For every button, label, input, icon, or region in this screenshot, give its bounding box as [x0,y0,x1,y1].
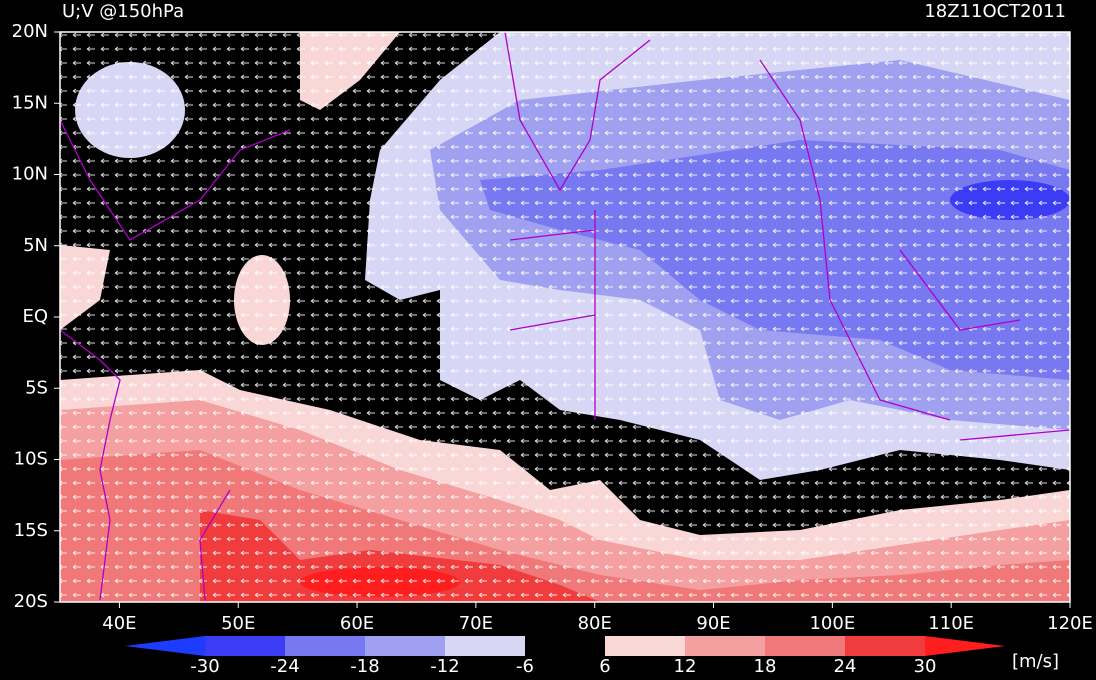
colorbar-label: -6 [516,656,534,677]
colorbar-label: -18 [350,656,379,677]
colorbar-box [685,636,765,656]
y-tick-label: 10S [14,449,48,470]
x-tick-label: 100E [809,613,855,634]
colorbar-extend-high [925,636,1005,656]
colorbar-box [845,636,925,656]
colorbar-label: 30 [914,656,937,677]
map-area [60,32,1070,602]
colorbar-label: 24 [834,656,857,677]
colorbar-label: -30 [190,656,219,677]
y-tick-label: EQ [22,306,48,327]
colorbar-box [285,636,365,656]
colorbar-box [205,636,285,656]
x-tick-label: 50E [221,613,255,634]
map-date: 18Z11OCT2011 [924,1,1066,22]
y-tick-label: 5N [23,235,48,256]
coastline [60,32,1070,601]
colorbar-box [365,636,445,656]
colorbar-label: 12 [674,656,697,677]
x-tick-label: 110E [928,613,974,634]
wind-vectors [60,32,1070,602]
x-tick-label: 40E [102,613,136,634]
colorbar-box [765,636,845,656]
y-tick-label: 10N [12,164,48,185]
colorbar-box [605,636,685,656]
colorbar-label: 6 [599,656,610,677]
x-tick-label: 70E [459,613,493,634]
x-tick-label: 80E [578,613,612,634]
colorbar-extend-low [125,636,205,656]
colorbar-box [445,636,525,656]
y-tick-label: 15N [12,92,48,113]
y-tick-label: 20N [12,21,48,42]
y-tick-label: 20S [14,591,48,612]
colorbar-label: -12 [430,656,459,677]
colorbar-box [525,636,605,656]
colorbar-label: -24 [270,656,299,677]
x-tick-label: 120E [1047,613,1093,634]
y-tick-label: 5S [25,377,48,398]
y-tick-label: 15S [14,520,48,541]
x-tick-label: 60E [340,613,374,634]
x-tick-label: 90E [696,613,730,634]
colorbar-label: 18 [754,656,777,677]
colorbar-units: [m/s] [1012,651,1059,672]
map-title: U;V @150hPa [62,1,184,22]
